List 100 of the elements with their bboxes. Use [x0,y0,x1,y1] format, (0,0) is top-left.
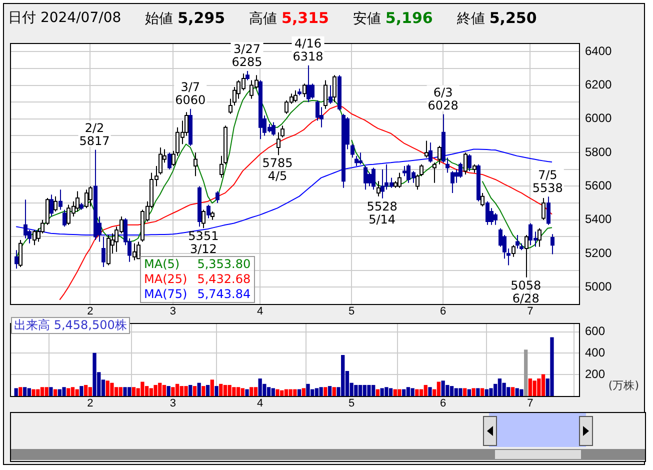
annotation: 5058 6/28 [510,278,542,306]
bar [140,382,144,396]
bar [328,386,332,396]
text: 安値 5,196 [352,9,433,27]
annotation: 7/5 5538 [532,168,563,195]
bar [297,389,302,396]
bar [92,352,96,396]
bar [324,387,328,396]
y-tick-label: 5800 [585,144,612,159]
bar [406,387,410,396]
bar [132,387,136,396]
x-tick-label: 2 [87,398,94,410]
x-tick-label: 4 [257,398,264,410]
bar [302,388,306,396]
bar [428,387,432,396]
bar [197,382,201,396]
text: MA(25) 5,432.68 [144,272,251,287]
text: 始値 5,295 [145,9,226,27]
bar [192,386,197,396]
bar [419,389,424,396]
bar [219,384,223,396]
y-tick-label: 5000 [585,279,612,294]
bar [162,384,166,396]
bar [188,384,192,396]
y-tick-label: 200 [585,366,606,381]
bar [463,388,467,396]
y-tick-label: 6000 [585,111,612,126]
bar [110,382,114,396]
bar [22,387,27,396]
text: MA(75) 5,743.84 [144,287,251,302]
x-tick-label: 7 [527,306,534,318]
bar [489,388,493,396]
chart-title: 日付 2024/07/08 [8,9,122,28]
y-tick-label: 400 [585,345,606,360]
x-tick-label: 2 [87,306,94,318]
bar [398,389,402,396]
bar [44,387,48,396]
x-tick-label: 6 [440,398,446,410]
bar [14,388,18,396]
annotation: 5351 3/12 [188,229,219,256]
bar [358,384,362,396]
annotation: 4/16 6318 [292,36,324,64]
bar [424,384,428,396]
y-tick-label: 5600 [585,178,612,193]
bar [250,387,254,396]
bar [314,388,319,396]
bar [18,387,22,396]
y-tick-label: 6400 [585,44,612,58]
annotation: 2/2 5817 [79,120,110,148]
bar [415,389,419,396]
bar [88,387,92,396]
bar [450,386,454,396]
bar [271,388,275,396]
bar [245,389,249,396]
bar [254,387,258,396]
bar [284,389,288,396]
bar [480,388,484,396]
x-tick-label: 3 [170,398,176,410]
annotation: 6/3 6028 [428,85,458,112]
bar [550,337,554,396]
bar [118,387,122,396]
y-tick-label: 6200 [585,78,612,92]
bar [27,388,31,396]
bar [123,387,127,396]
x-tick-label: 6 [440,306,446,318]
x-tick-label: 5 [348,398,355,410]
bar [236,387,240,396]
bar [32,389,36,396]
y-tick-label: 5200 [585,246,612,260]
bar [502,382,506,396]
bar [388,388,393,396]
chart-title: 出来高 5,458,500株 [11,317,130,334]
bar [114,387,118,396]
bar [436,382,441,396]
bar [240,388,244,396]
annotation: 3/7 6060 [175,80,206,107]
bar [520,389,524,396]
bar [206,384,210,396]
x-tick-label: 4 [257,306,264,318]
bar [70,387,75,396]
bar [458,388,462,396]
x-tick-label: 7 [527,398,534,410]
bar [53,389,58,396]
bar [306,384,310,396]
bar [40,387,44,396]
x-tick-label: 3 [170,306,176,318]
bar [532,380,536,396]
bar [266,387,271,396]
bar [184,386,188,396]
bar [524,350,528,396]
bar [210,380,214,396]
bar [541,374,546,396]
bar [467,389,472,396]
bar [276,389,280,396]
bar [402,389,406,396]
y-tick-label: 5400 [585,212,612,226]
annotation: 3/27 6285 [232,42,262,70]
bar [376,389,380,396]
bar [144,386,149,396]
bar [62,387,66,396]
